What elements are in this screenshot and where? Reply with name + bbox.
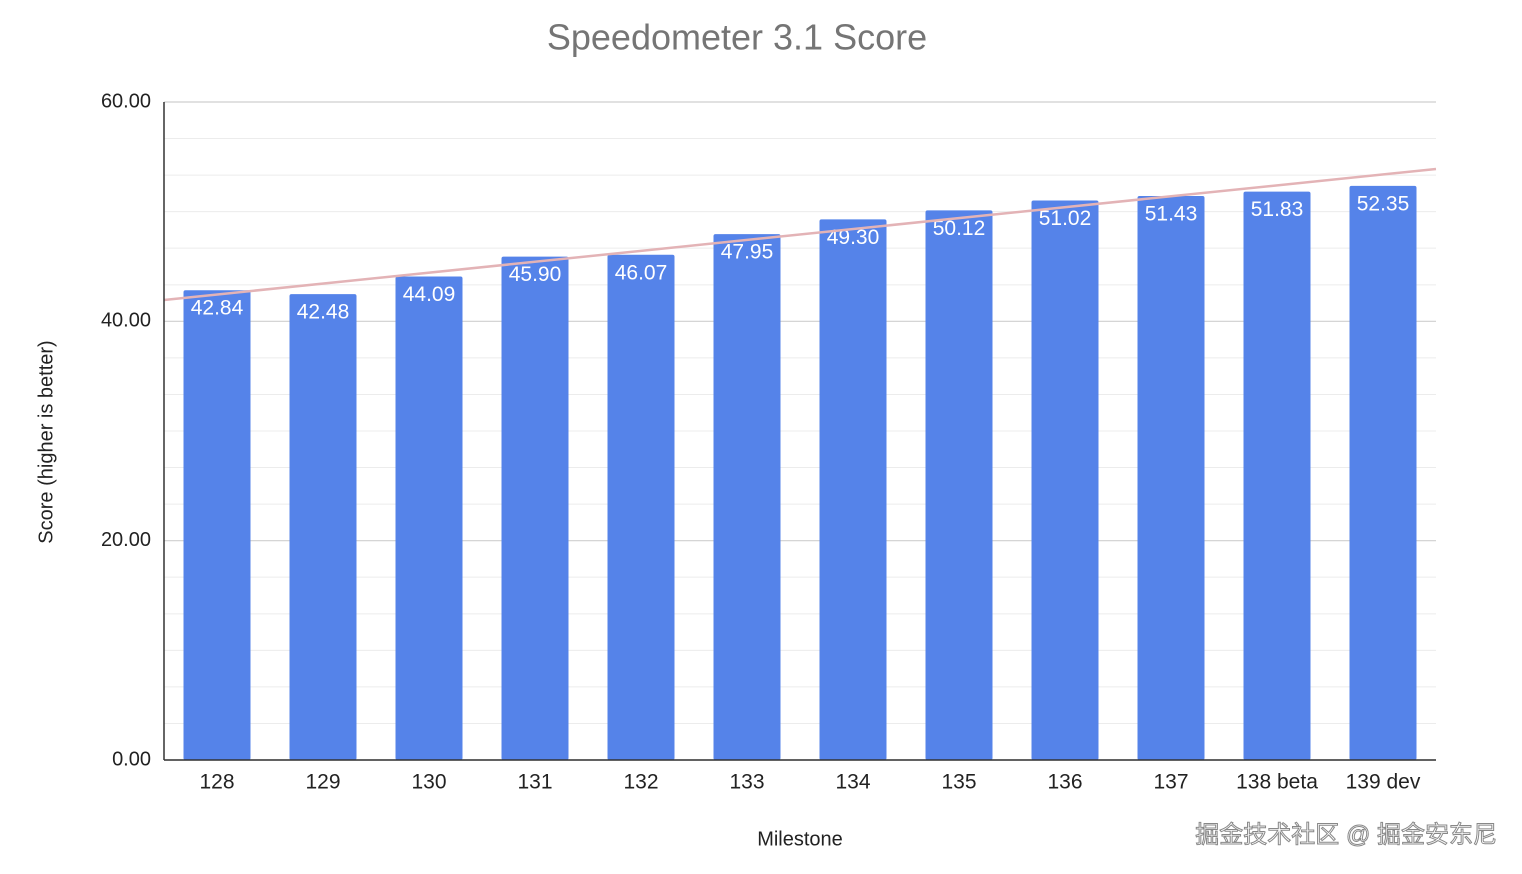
x-tick-label: 133 [729, 771, 764, 794]
x-tick-label: 129 [305, 771, 340, 794]
bar [607, 254, 675, 760]
bar [1137, 195, 1205, 761]
bar [183, 290, 251, 760]
data-label: 44.09 [403, 283, 456, 306]
data-label: 47.95 [721, 241, 774, 264]
data-label: 51.02 [1039, 207, 1092, 230]
y-tick-label: 60.00 [101, 90, 151, 112]
data-label: 52.35 [1357, 192, 1410, 215]
bar [1349, 185, 1417, 760]
x-tick-label: 137 [1153, 771, 1188, 794]
x-tick-label: 132 [623, 771, 658, 794]
x-axis-title: Milestone [757, 828, 843, 850]
bar [1243, 191, 1311, 761]
y-tick-label: 40.00 [101, 310, 151, 332]
data-label: 42.48 [297, 301, 350, 324]
watermark: 掘金技术社区 @ 掘金安东尼 [1195, 821, 1497, 848]
x-tick-label: 135 [941, 771, 976, 794]
bar [395, 276, 463, 760]
x-tick-label: 139 dev [1346, 771, 1421, 794]
bar [713, 234, 781, 761]
data-label: 50.12 [933, 217, 986, 240]
bar [925, 210, 993, 761]
x-tick-label: 138 beta [1236, 771, 1318, 794]
data-label: 42.84 [191, 297, 244, 320]
x-tick-label: 128 [199, 771, 234, 794]
trendline [163, 167, 1437, 302]
x-tick-label: 131 [517, 771, 552, 794]
y-tick-label: 0.00 [112, 748, 151, 770]
data-label: 45.90 [509, 263, 562, 286]
bar [819, 219, 887, 761]
x-tick-label: 136 [1047, 771, 1082, 794]
bar [289, 294, 357, 760]
data-label: 46.07 [615, 261, 668, 284]
data-label: 51.43 [1145, 203, 1198, 226]
x-tick-label: 130 [411, 771, 446, 794]
y-axis-title: Score (higher is better) [35, 340, 57, 543]
data-label: 49.30 [827, 226, 880, 249]
x-tick-label: 134 [835, 771, 870, 794]
y-tick-label: 20.00 [101, 529, 151, 551]
chart-title: Speedometer 3.1 Score [547, 17, 927, 58]
data-label: 51.83 [1251, 198, 1304, 221]
bar [501, 256, 569, 760]
bar [1031, 200, 1099, 761]
